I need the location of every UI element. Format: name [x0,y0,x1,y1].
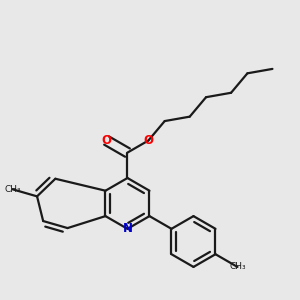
Text: CH₃: CH₃ [4,185,21,194]
Text: CH₃: CH₃ [229,262,246,272]
Text: O: O [102,134,112,147]
Text: N: N [122,222,133,235]
Text: O: O [143,134,153,147]
